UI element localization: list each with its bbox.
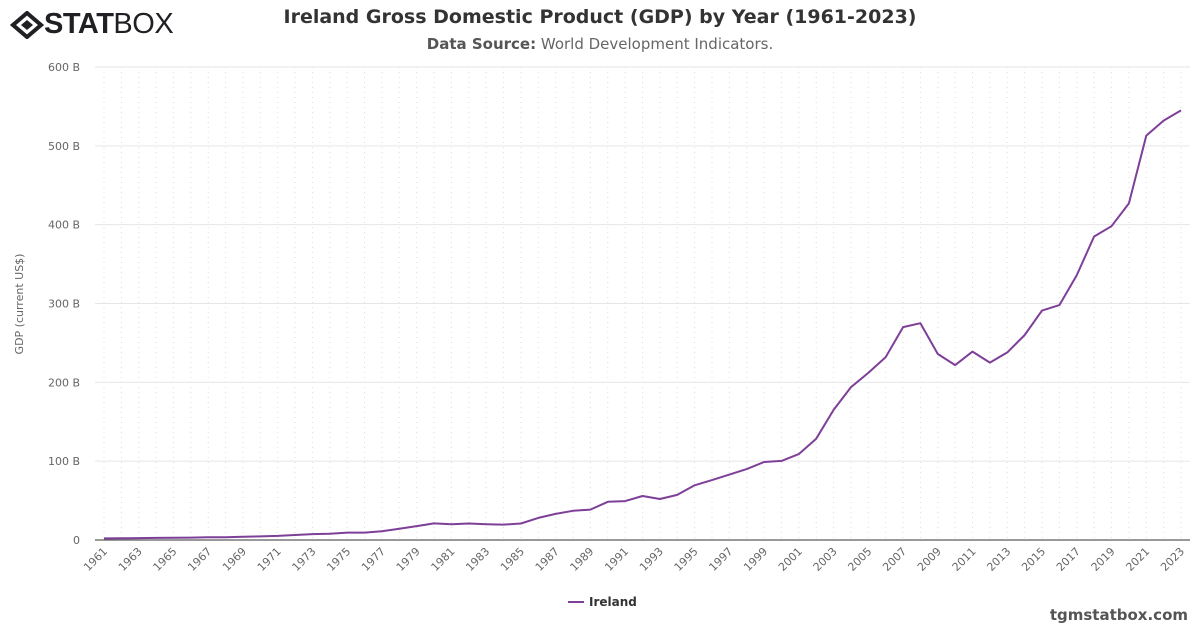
y-tick-label: 300 B [48, 298, 80, 311]
footer-site: tgmstatbox.com [1049, 606, 1188, 624]
chart-title: Ireland Gross Domestic Product (GDP) by … [283, 6, 917, 28]
legend-item-ireland[interactable]: Ireland [568, 595, 637, 609]
x-tick-label: 1997 [706, 545, 735, 574]
series-line-ireland [103, 109, 1182, 540]
x-tick-label: 1977 [359, 545, 388, 574]
x-tick-label: 2009 [915, 545, 944, 574]
y-tick-label: 100 B [48, 455, 80, 468]
x-tick-label: 1991 [602, 545, 631, 574]
x-tick-label: 1993 [637, 545, 666, 574]
x-tick-label: 1961 [81, 545, 110, 574]
x-tick-label: 1975 [324, 545, 353, 574]
y-tick-label: 0 [73, 534, 80, 547]
statbox-logo: STATBOX [10, 8, 174, 41]
x-tick-label: 1973 [290, 545, 319, 574]
x-tick-label: 1963 [116, 545, 145, 574]
y-tick-label: 400 B [48, 219, 80, 232]
x-tick-label: 2017 [1054, 545, 1083, 574]
x-tick-label: 1969 [220, 545, 249, 574]
x-tick-label: 2021 [1123, 545, 1152, 574]
y-tick-label: 200 B [48, 376, 80, 389]
x-tick-label: 1965 [151, 545, 180, 574]
x-tick-label: 1971 [255, 545, 284, 574]
y-tick-label: 500 B [48, 140, 80, 153]
x-tick-label: 2007 [880, 545, 909, 574]
x-tick-label: 2015 [1019, 545, 1048, 574]
x-tick-label: 2003 [811, 545, 840, 574]
y-tick-label: 600 B [48, 61, 80, 74]
x-tick-label: 2001 [776, 545, 805, 574]
x-tick-label: 2005 [845, 545, 874, 574]
x-tick-label: 2013 [984, 545, 1013, 574]
x-tick-label: 1987 [533, 545, 562, 574]
x-tick-label: 1981 [429, 545, 458, 574]
x-tick-label: 2019 [1089, 545, 1118, 574]
legend-swatch [568, 601, 584, 603]
chart-subtitle: Data Source: World Development Indicator… [426, 35, 774, 53]
diamond-logo-icon [10, 10, 44, 39]
x-tick-label: 1995 [672, 545, 701, 574]
x-tick-label: 2023 [1158, 545, 1187, 574]
x-tick-label: 1979 [394, 545, 423, 574]
x-tick-label: 2011 [950, 545, 979, 574]
x-tick-label: 1989 [568, 545, 597, 574]
y-axis-label: GDP (current US$) [13, 254, 26, 355]
x-tick-label: 1983 [463, 545, 492, 574]
x-tick-label: 1999 [741, 545, 770, 574]
x-tick-label: 1967 [185, 545, 214, 574]
x-tick-label: 1985 [498, 545, 527, 574]
